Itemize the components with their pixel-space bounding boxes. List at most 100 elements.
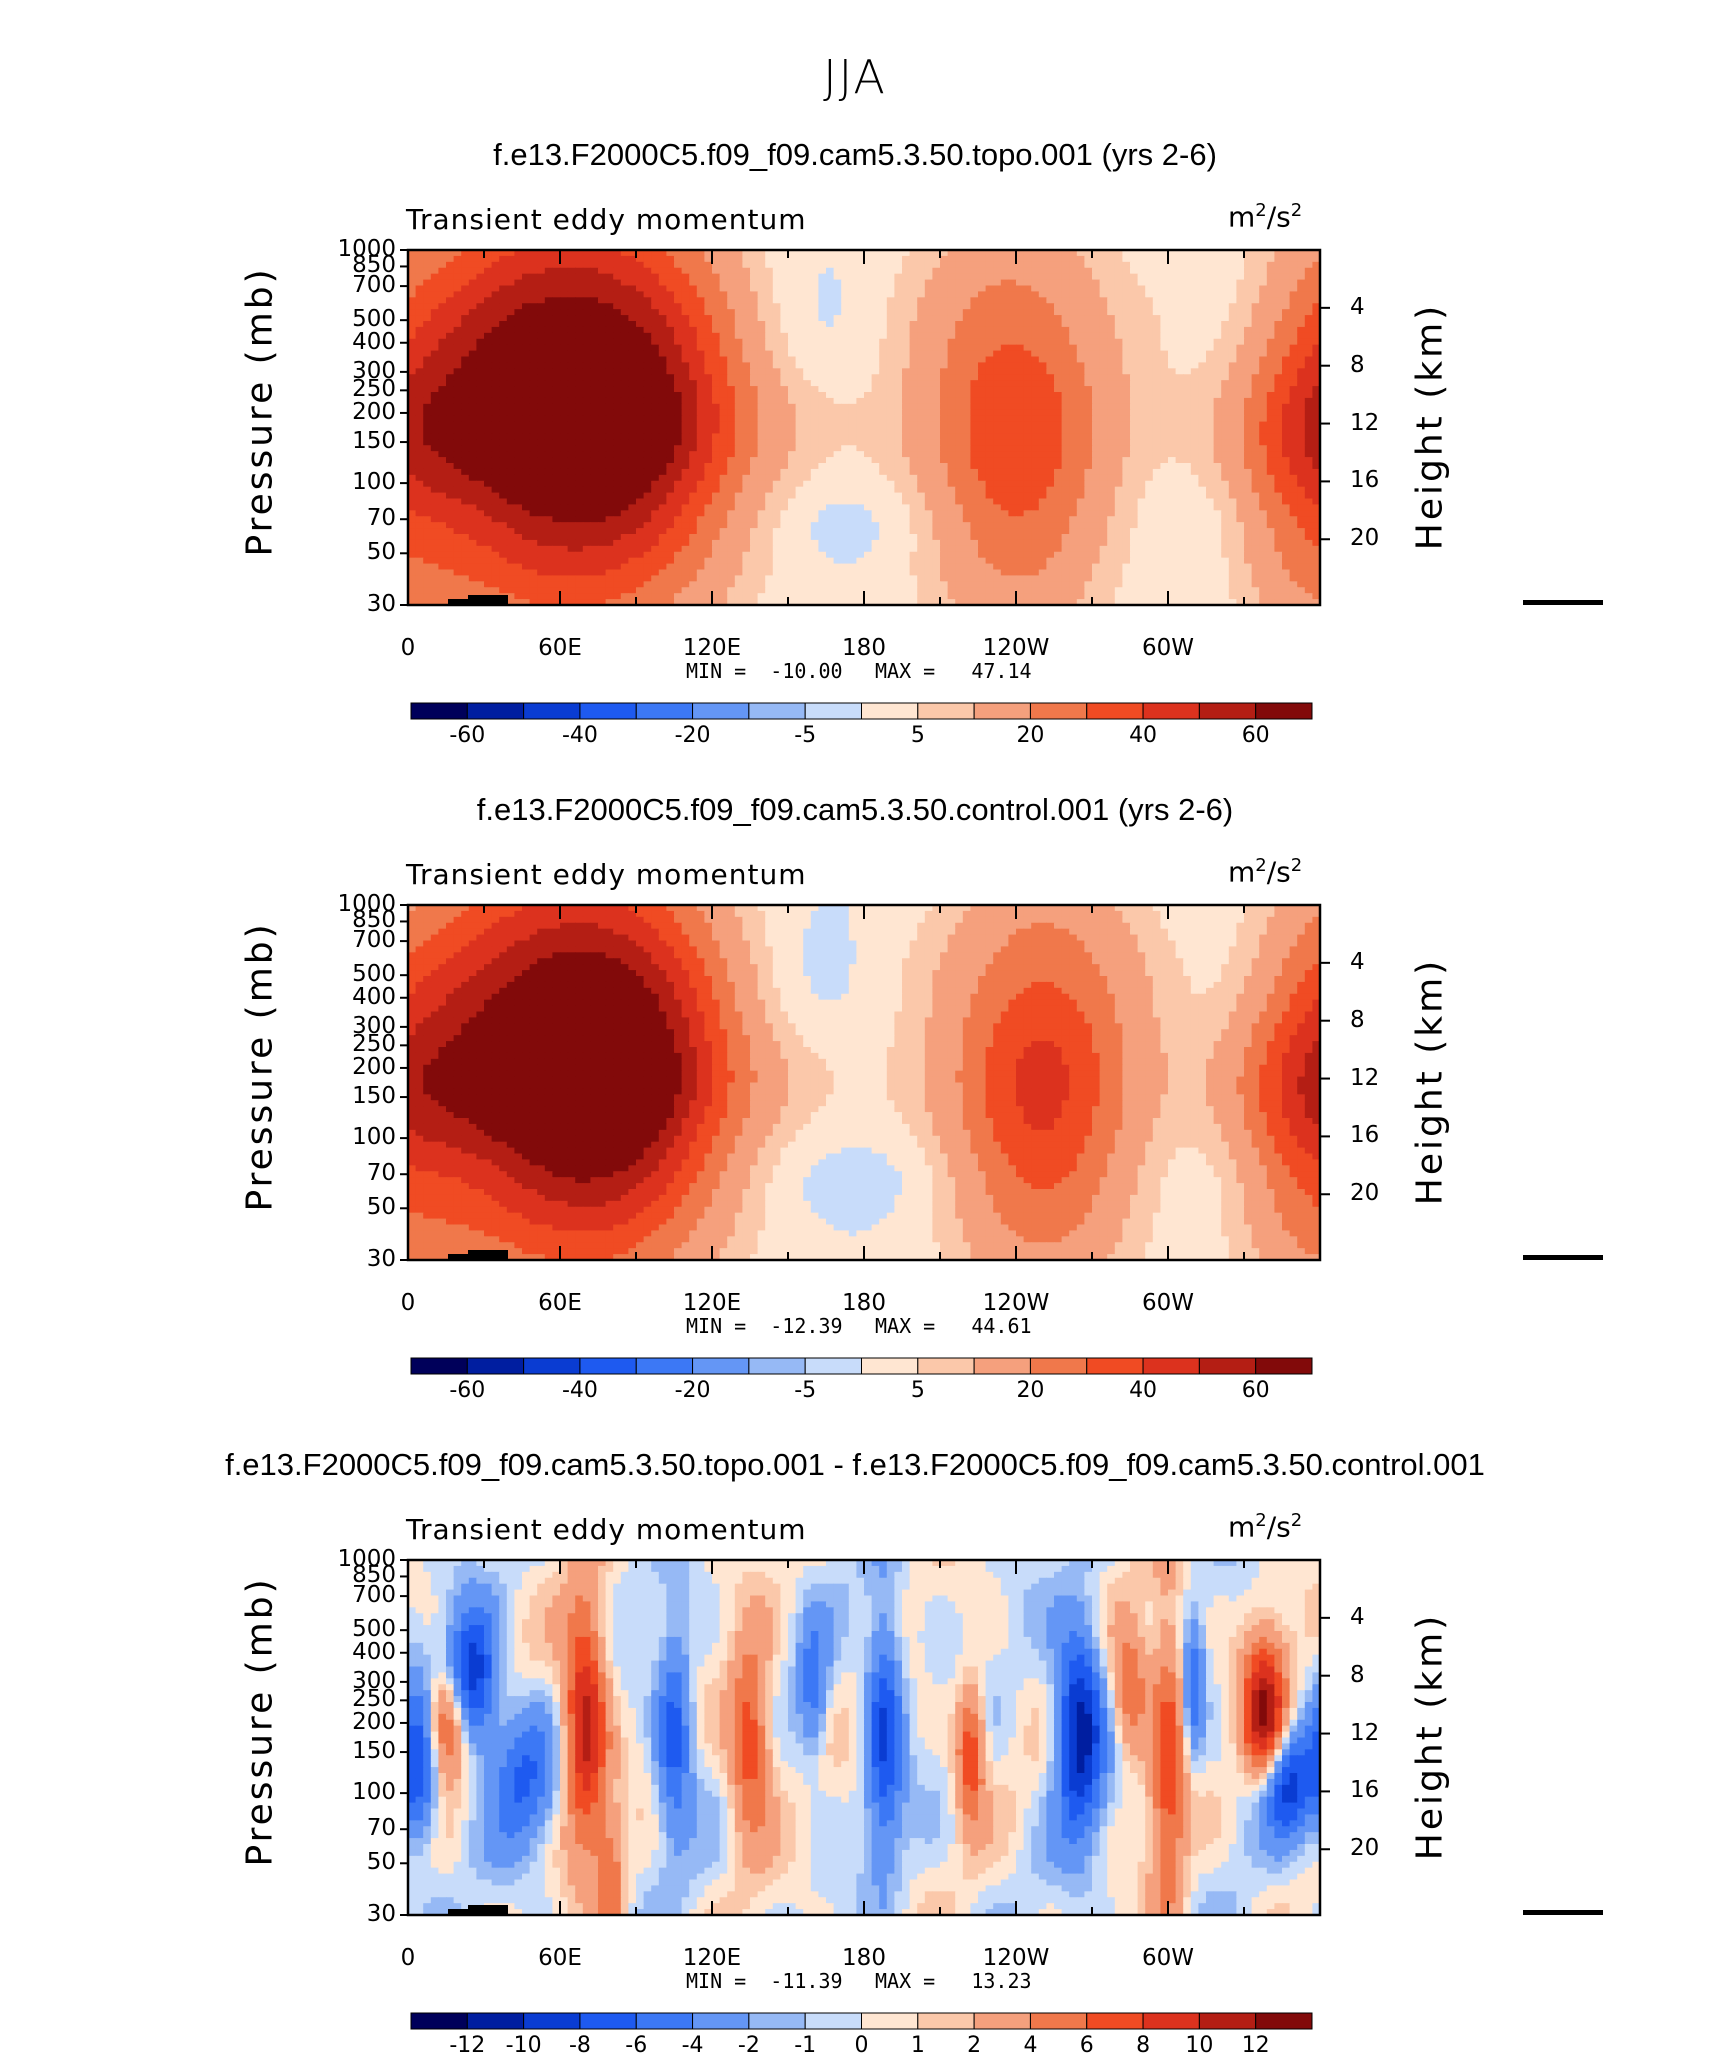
- heatmap-cell: [734, 321, 743, 328]
- heatmap-cell: [826, 326, 835, 334]
- heatmap-cell: [1069, 409, 1078, 417]
- heatmap-cell: [598, 250, 607, 257]
- heatmap-cell: [506, 374, 515, 381]
- heatmap-cell: [1274, 386, 1283, 393]
- heatmap-cell: [818, 492, 827, 500]
- heatmap-cell: [1107, 368, 1116, 375]
- heatmap-cell: [734, 273, 743, 281]
- heatmap-cell: [674, 250, 683, 257]
- heatmap-cell: [1137, 397, 1146, 405]
- heatmap-cell: [446, 285, 455, 293]
- heatmap-cell: [947, 356, 956, 364]
- heatmap-cell: [582, 386, 591, 393]
- heatmap-cell: [894, 392, 903, 399]
- heatmap-cell: [1221, 356, 1230, 364]
- heatmap-cell: [567, 267, 576, 275]
- heatmap-cell: [742, 315, 751, 322]
- heatmap-cell: [636, 344, 645, 352]
- heatmap-cell: [1168, 433, 1177, 440]
- heatmap-cell: [1266, 255, 1275, 263]
- heatmap-cell: [1251, 344, 1260, 352]
- heatmap-cell: [1008, 250, 1017, 257]
- heatmap-cell: [1023, 421, 1032, 429]
- heatmap-cell: [491, 332, 500, 340]
- heatmap-cell: [1084, 250, 1093, 257]
- heatmap-cell: [605, 392, 614, 399]
- heatmap-cell: [985, 374, 994, 381]
- heatmap-cell: [537, 309, 546, 316]
- heatmap-cell: [1312, 368, 1321, 375]
- heatmap-cell: [985, 273, 994, 281]
- heatmap-cell: [560, 474, 569, 482]
- heatmap-cell: [962, 474, 971, 482]
- heatmap-cell: [522, 409, 531, 417]
- heatmap-cell: [651, 445, 660, 452]
- heatmap-cell: [1266, 273, 1275, 281]
- heatmap-cell: [970, 350, 979, 358]
- heatmap-cell: [674, 474, 683, 482]
- heatmap-cell: [499, 457, 508, 464]
- heatmap-cell: [871, 326, 880, 334]
- heatmap-cell: [446, 332, 455, 340]
- heatmap-cell: [1236, 261, 1245, 269]
- heatmap-cell: [1175, 350, 1184, 358]
- heatmap-cell: [1190, 451, 1199, 458]
- heatmap-cell: [476, 338, 485, 346]
- heatmap-cell: [605, 250, 614, 257]
- heatmap-cell: [689, 297, 698, 304]
- heatmap-cell: [1266, 433, 1275, 440]
- heatmap-cell: [522, 463, 531, 470]
- heatmap-cell: [894, 386, 903, 393]
- heatmap-cell: [613, 285, 622, 293]
- heatmap-cell: [879, 397, 888, 405]
- heatmap-cell: [1130, 344, 1139, 352]
- heatmap-cell: [499, 439, 508, 446]
- heatmap-cell: [605, 332, 614, 340]
- heatmap-cell: [917, 392, 926, 399]
- heatmap-cell: [1122, 486, 1131, 494]
- heatmap-cell: [537, 474, 546, 482]
- heatmap-cell: [1122, 457, 1131, 464]
- heatmap-cell: [484, 374, 493, 381]
- heatmap-cell: [856, 421, 865, 429]
- heatmap-cell: [795, 439, 804, 446]
- heatmap-cell: [1274, 397, 1283, 405]
- heatmap-cell: [902, 480, 911, 488]
- heatmap-cell: [1198, 480, 1207, 488]
- heatmap-cell: [598, 267, 607, 275]
- heatmap-cell: [506, 279, 515, 287]
- heatmap-cell: [1114, 433, 1123, 440]
- heatmap-cell: [978, 315, 987, 322]
- heatmap-cell: [415, 492, 424, 500]
- heatmap-cell: [514, 486, 523, 494]
- heatmap-cell: [567, 415, 576, 423]
- heatmap-cell: [1054, 368, 1063, 375]
- heatmap-cell: [841, 303, 850, 310]
- heatmap-cell: [970, 451, 979, 458]
- heatmap-cell: [818, 397, 827, 405]
- heatmap-cell: [1312, 303, 1321, 310]
- heatmap-cell: [415, 356, 424, 364]
- heatmap-cell: [978, 303, 987, 310]
- heatmap-cell: [1289, 468, 1298, 476]
- heatmap-cell: [1122, 380, 1131, 387]
- heatmap-cell: [689, 368, 698, 375]
- heatmap-cell: [613, 397, 622, 405]
- heatmap-cell: [582, 486, 591, 494]
- heatmap-cell: [932, 356, 941, 364]
- heatmap-cell: [765, 374, 774, 381]
- heatmap-cell: [978, 374, 987, 381]
- heatmap-cell: [1137, 433, 1146, 440]
- heatmap-cell: [856, 362, 865, 369]
- heatmap-cell: [620, 297, 629, 304]
- heatmap-cell: [864, 380, 873, 387]
- heatmap-cell: [1297, 386, 1306, 393]
- heatmap-cell: [537, 463, 546, 470]
- heatmap-cell: [848, 279, 857, 287]
- heatmap-cell: [1145, 297, 1154, 304]
- heatmap-cell: [727, 380, 736, 387]
- heatmap-cell: [1282, 457, 1291, 464]
- heatmap-cell: [864, 474, 873, 482]
- heatmap-cell: [438, 415, 447, 423]
- heatmap-cell: [1152, 486, 1161, 494]
